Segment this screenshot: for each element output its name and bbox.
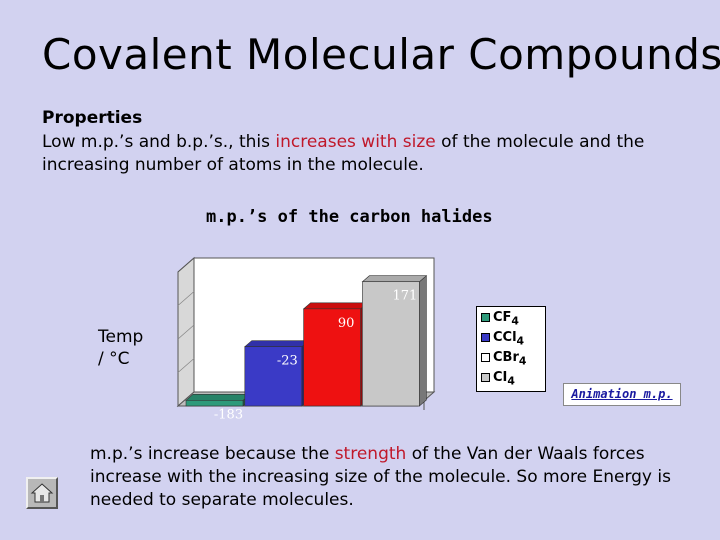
legend-swatch [481, 313, 490, 322]
legend-swatch [481, 353, 490, 362]
legend-label: CI [493, 370, 508, 385]
explanation-part1: m.p.’s increase because the [90, 444, 335, 464]
legend-subscript: 4 [507, 374, 515, 388]
y-axis-label-line2: / °C [98, 349, 130, 369]
bar-CCl4 [244, 346, 303, 407]
legend-subscript: 4 [511, 314, 519, 328]
bar-top-CF4 [185, 394, 251, 401]
properties-text-part1: Low m.p.’s and b.p.’s., this [42, 132, 276, 152]
chart-legend: CF4 CCl4 CBr4 CI4 [476, 306, 546, 392]
legend-label: CBr [493, 350, 519, 365]
y-axis-label-line1: Temp [98, 327, 144, 347]
explanation-part2: of the Van der Waals forces increase wit… [90, 444, 671, 510]
bar-CF4 [185, 400, 244, 407]
slide-title: Covalent Molecular Compounds [42, 30, 720, 79]
bar-top-CCl4 [243, 340, 310, 348]
data-label-CCl4: -23 [277, 354, 298, 369]
legend-swatch [481, 333, 490, 342]
explanation-text: m.p.’s increase because the strength of … [90, 443, 710, 512]
legend-item-3: CI4 [481, 370, 515, 388]
legend-swatch [481, 373, 490, 382]
bar-CI4 [362, 281, 420, 407]
properties-heading: Properties [42, 108, 143, 128]
y-axis-label: Temp / °C [98, 326, 143, 370]
data-label-CF4: -183 [214, 407, 243, 422]
explanation-highlight: strength [334, 444, 407, 464]
legend-subscript: 4 [518, 354, 527, 368]
legend-subscript: 4 [516, 334, 525, 348]
chart-wall-tick [177, 291, 195, 306]
animation-mp-button[interactable]: Animation m.p. [563, 383, 681, 406]
bar-side-CI4 [419, 275, 427, 407]
legend-item-2: CBr4 [481, 350, 526, 368]
home-icon [30, 483, 54, 503]
chart-title: m.p.’s of the carbon halides [206, 207, 493, 227]
legend-label: CF [493, 310, 512, 325]
bar-top-CI4 [361, 275, 428, 283]
home-button[interactable] [26, 477, 58, 509]
legend-label: CCl [493, 330, 517, 345]
chart-wall-tick [177, 358, 195, 373]
bar-CBr4 [303, 308, 361, 407]
properties-highlight: increases with size [275, 132, 436, 152]
properties-text-part2: of the molecule and the increasing numbe… [42, 132, 645, 175]
bar-top-CBr4 [302, 302, 369, 310]
data-label-CBr4: 90 [338, 316, 355, 331]
chart-bars: -183 -23 90 171 [185, 275, 428, 422]
chart-wall-tick [177, 324, 195, 340]
data-label-CI4: 171 [392, 289, 417, 304]
properties-text: Low m.p.’s and b.p.’s., this increases w… [42, 131, 682, 177]
legend-item-1: CCl4 [481, 330, 524, 348]
legend-item-0: CF4 [481, 310, 519, 328]
